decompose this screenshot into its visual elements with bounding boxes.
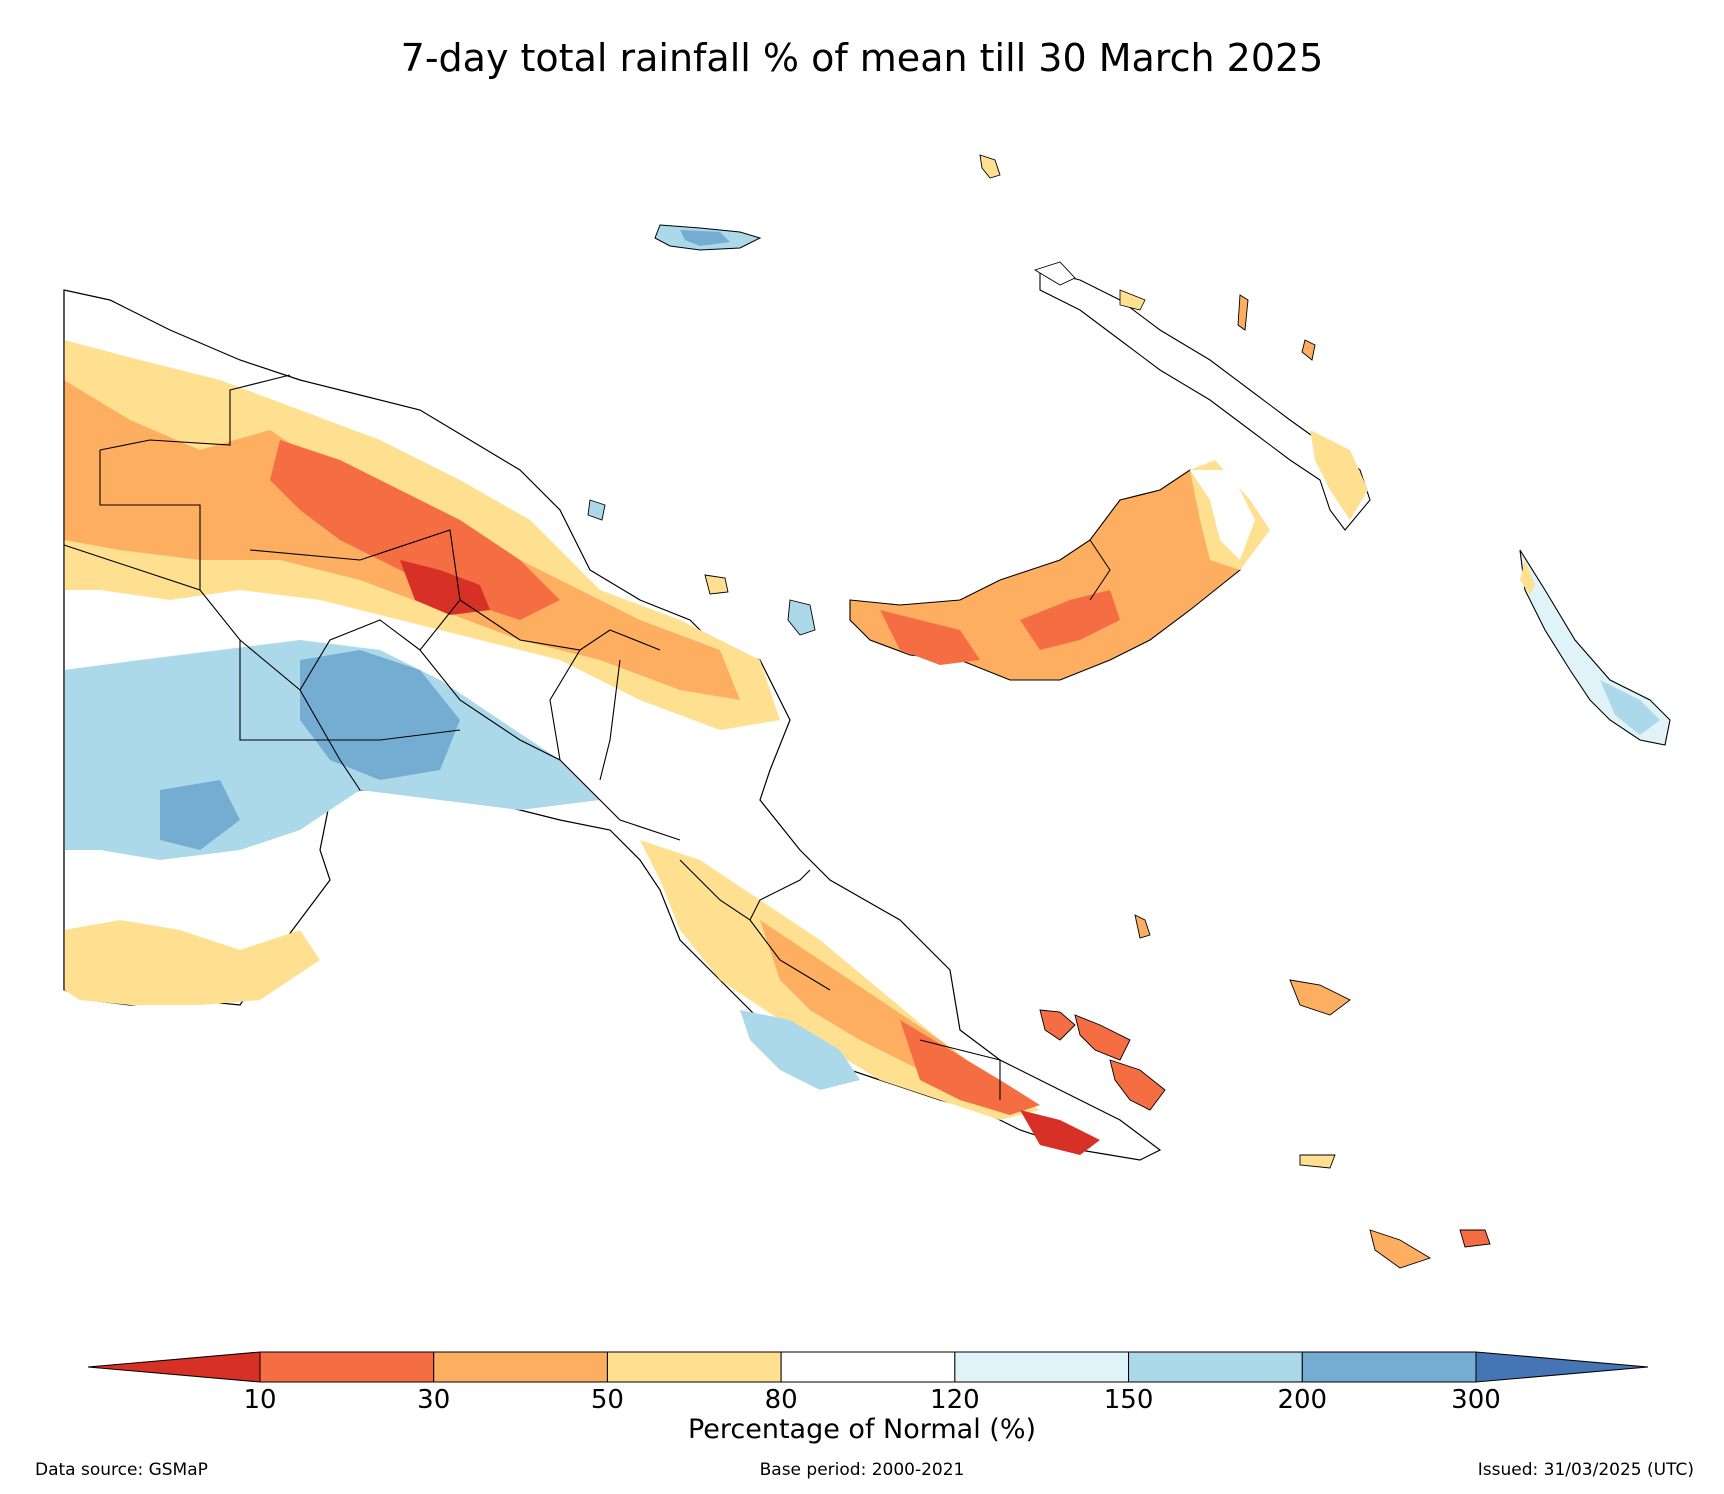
colorbar-title: Percentage of Normal (%) (687, 1414, 1037, 1445)
mainland-png (63, 289, 1162, 1161)
zone-wetter-sw (160, 780, 240, 850)
colorbar-bin (780, 1351, 956, 1383)
zone-driest-southeast (1020, 1110, 1100, 1155)
colorbar-tick-label: 150 (1103, 1385, 1154, 1415)
colorbar-tick-label: 10 (243, 1385, 277, 1415)
colorbar-extend-low (87, 1351, 261, 1383)
new-ireland (1039, 269, 1371, 531)
new-britain (849, 460, 1270, 681)
zone-dry-southwest (64, 920, 320, 1005)
colorbar-extend-high (1475, 1351, 1649, 1383)
issued-date: Issued: 31/03/2025 (UTC) (1477, 1460, 1694, 1480)
zone-wet-south-coast (740, 1010, 860, 1090)
zone-very-dry-north (270, 440, 560, 620)
base-period: Base period: 2000-2021 (759, 1460, 965, 1480)
colorbar-bin (1128, 1351, 1303, 1383)
zone-driest-north (400, 560, 490, 615)
colorbar-tick-label: 200 (1277, 1385, 1328, 1415)
colorbar-tick-label: 30 (417, 1385, 451, 1415)
data-source: Data source: GSMaP (35, 1460, 208, 1480)
bougainville (1519, 549, 1671, 746)
colorbar-bin (954, 1351, 1130, 1383)
zone-very-dry-southeast (900, 1020, 1040, 1115)
colorbar (87, 1351, 1649, 1383)
small-islands (587, 154, 1491, 1269)
province-borders (63, 290, 1001, 1100)
colorbar-tick-label: 50 (590, 1385, 624, 1415)
colorbar-tick-label: 120 (930, 1385, 980, 1415)
colorbar-tick-label: 80 (764, 1385, 798, 1415)
colorbar-bin (433, 1351, 608, 1383)
colorbar-bin (606, 1351, 782, 1383)
map-title: 7-day total rainfall % of mean till 30 M… (400, 36, 1324, 80)
zone-wetter-west (300, 650, 460, 780)
colorbar-bin (259, 1351, 435, 1383)
colorbar-bin (1301, 1351, 1477, 1383)
colorbar-tick-label: 300 (1451, 1385, 1501, 1415)
manus-island (654, 224, 762, 251)
